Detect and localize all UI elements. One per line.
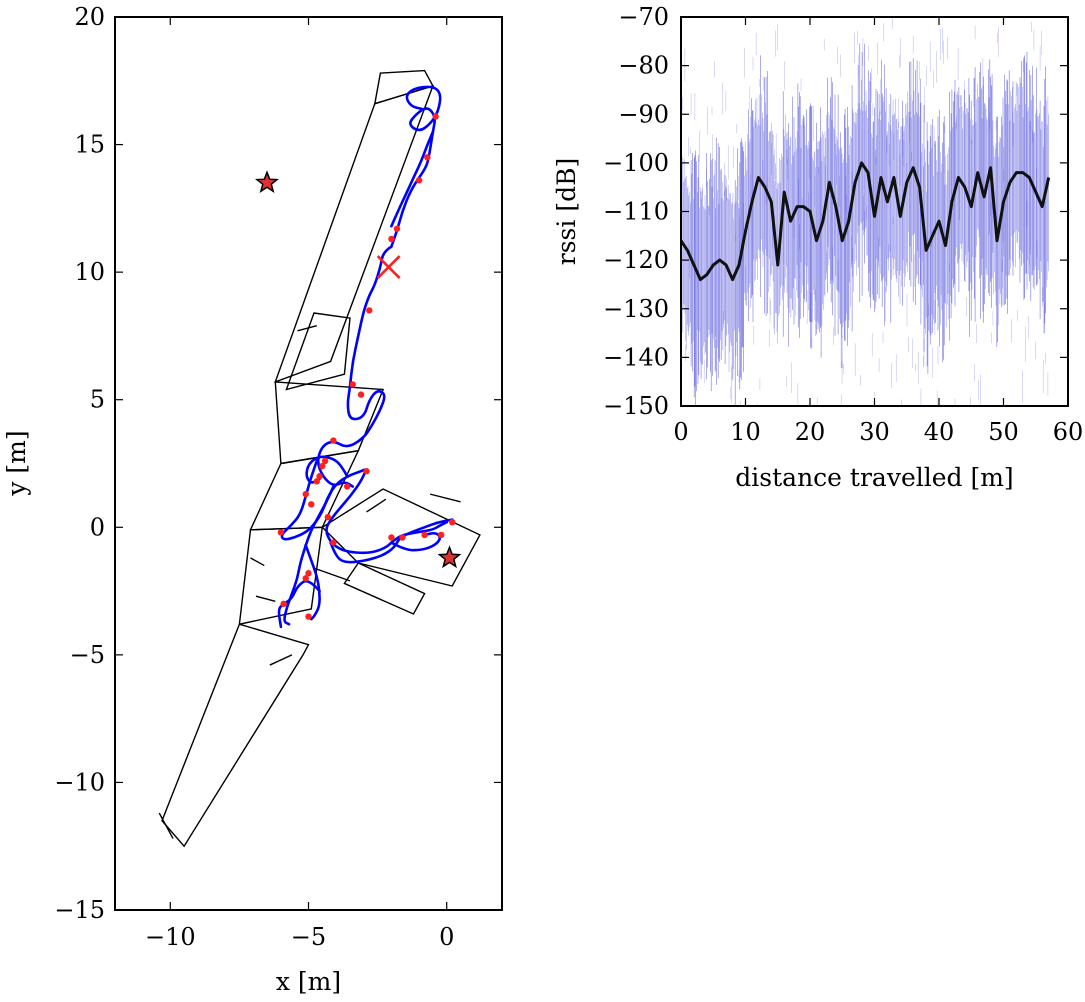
estimate-x-marker [376,255,401,279]
measurement-point [330,437,337,444]
anchor-markers [254,170,462,569]
map-panel: −10 −5 0 20 15 10 5 0 −5 −10 −15 x [m] y [m] [2,3,503,996]
trajectory-segment [390,130,435,228]
rssi-y-tick-label: −90 [618,100,669,128]
trajectory-paths [277,85,454,629]
map-wall [429,493,461,503]
rssi-y-axis-label: rssi [dB] [552,158,581,265]
rssi-y-tick-label: −150 [603,392,669,420]
measurement-point [415,177,423,184]
map-room [274,381,385,465]
measurement-point [305,613,312,620]
measurement-point [330,539,337,546]
map-y-tick-label: 20 [74,3,105,31]
measurement-point [302,490,309,498]
map-wall [269,654,293,666]
rssi-x-tick-label: 30 [859,418,890,446]
trajectory-segment [329,518,454,564]
map-y-axis-label: y [m] [2,430,31,496]
map-room [321,488,481,587]
map-x-tick-label: −10 [145,923,196,951]
map-y-tick-label: −15 [54,896,105,924]
measurement-point [421,531,428,539]
trajectory-segment [283,485,335,626]
rssi-y-tick-label: −70 [618,3,669,31]
measurement-point [280,600,287,608]
measurement-point [432,113,439,120]
map-y-tick-label: 15 [74,131,105,159]
trajectory-segment [390,531,442,552]
rssi-y-tick-label: −100 [603,149,669,177]
rssi-y-tick-label: −80 [618,52,669,80]
map-y-tick-label: 5 [90,386,105,414]
map-y-tick-label: 10 [74,258,105,286]
measurement-point [344,483,351,490]
map-y-tick-label: −10 [54,768,105,796]
map-x-axis-label: x [m] [276,967,341,996]
rssi-ticks: 0 10 20 30 40 50 60 −70 −80 −90 −100 −110 −120 −130 −1… [603,3,1083,446]
rssi-panel: distance travelled [m] rssi [dB] 0 10 20 30… [552,3,1083,492]
map-wall [250,557,265,567]
rssi-x-tick-label: 0 [673,418,688,446]
trajectory-segment [390,85,442,248]
measurement-point [316,473,323,480]
rssi-x-tick-label: 20 [795,418,826,446]
rssi-x-tick-label: 10 [730,418,761,446]
map-room [238,526,324,626]
map-wall [313,567,351,582]
measurement-point [313,478,320,485]
rssi-x-tick-label: 50 [988,418,1019,446]
measurement-point [424,154,431,161]
rssi-y-tick-label: −120 [603,246,669,274]
rssi-x-tick-label: 40 [924,418,955,446]
measurement-points [277,113,456,620]
anchor-star-marker [437,545,462,569]
measurement-point [277,529,285,536]
map-room [343,562,426,615]
measurement-point [349,381,356,388]
map-x-tick-label: −5 [291,923,326,951]
map-wall [366,498,387,513]
measurement-point [302,575,309,582]
map-room [285,312,351,391]
map-room [161,623,310,848]
measurement-point [399,534,406,541]
rssi-y-tick-label: −110 [603,198,669,226]
measurement-point [393,225,401,232]
trajectory-segment [280,459,448,555]
measurement-point [357,391,365,398]
measurement-point [363,467,370,475]
measurement-point [305,570,312,577]
map-room [274,84,435,384]
measurement-point [437,531,445,539]
trajectory-segment [277,579,321,629]
measurement-point [449,518,456,526]
rssi-y-tick-label: −130 [603,295,669,323]
map-y-tick-label: −5 [70,641,105,669]
map-ticks: −10 −5 0 20 15 10 5 0 −5 −10 −15 [54,3,502,951]
measurement-point [308,501,315,508]
smoothed-rssi-line [679,161,1051,282]
measurement-point [388,534,395,541]
map-wall [255,595,276,602]
anchor-star-marker [254,170,279,194]
map-y-tick-label: 0 [90,513,105,541]
rssi-x-tick-label: 60 [1053,418,1084,446]
rssi-x-axis-label: distance travelled [m] [735,463,1013,492]
measurement-point [321,457,329,465]
map-wall [158,812,174,839]
trajectory-segment [316,245,393,488]
measurement-point [319,462,326,470]
rssi-y-tick-label: −140 [603,343,669,371]
map-wall [297,325,317,332]
floor-map-outline [158,69,481,848]
map-x-tick-label: 0 [439,923,454,951]
measurement-point [388,235,395,243]
map-room [249,449,360,531]
measurement-point [366,307,373,314]
measurement-point [324,513,332,521]
trajectory-segment [305,455,349,484]
